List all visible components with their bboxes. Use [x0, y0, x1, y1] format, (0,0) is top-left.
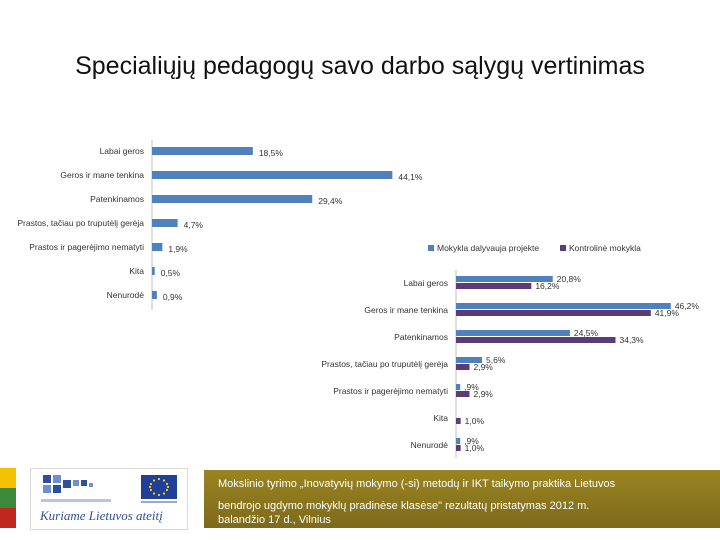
logo-slogan: Kuriame Lietuvos ateitį — [40, 508, 163, 523]
chart1-category-label: Prastos ir pagerėjimo nematyti — [29, 242, 144, 252]
chart1-bar — [152, 291, 157, 299]
chart2-data-label: 20,8% — [557, 274, 582, 284]
chart2-bar — [456, 445, 461, 451]
chart2-category-label: Kita — [433, 413, 448, 423]
chart2-data-label: 1,0% — [465, 443, 485, 453]
eu-logo-box — [30, 468, 188, 530]
footer-line-2: bendrojo ugdymo mokyklų pradinėse klasės… — [218, 500, 590, 512]
chart1-bar — [152, 147, 253, 155]
chart2-data-label: 41,9% — [655, 308, 680, 318]
chart2-data-label: 46,2% — [675, 301, 700, 311]
chart2-bar — [456, 438, 461, 444]
chart2-data-label: 5,6% — [486, 355, 506, 365]
chart1-data-label: 18,5% — [259, 148, 284, 158]
chart1-category-label: Patenkinamos — [90, 194, 144, 204]
chart1-category-label: Geros ir mane tenkina — [60, 170, 144, 180]
chart2-category-label: Prastos, tačiau po truputėlį gerėja — [321, 359, 448, 369]
chart2-category-label: Patenkinamos — [394, 332, 448, 342]
chart2-data-label: 2,9% — [473, 362, 493, 372]
chart2-category-label: Prastos ir pagerėjimo nematyti — [333, 386, 448, 396]
chart2-bar — [456, 418, 461, 424]
chart2-data-label: ,9% — [464, 382, 479, 392]
chart1-data-label: 29,4% — [318, 196, 343, 206]
chart1-category-label: Prastos, tačiau po truputėlį gerėja — [17, 218, 144, 228]
flag-stripe-red — [0, 508, 16, 528]
chart2-category-label: Nenurodė — [411, 440, 449, 450]
chart1-data-label: 0,5% — [161, 268, 181, 278]
footer-band — [204, 470, 720, 528]
chart2-bar — [456, 391, 470, 397]
chart2-category-label: Geros ir mane tenkina — [364, 305, 448, 315]
chart1-bar — [152, 243, 163, 251]
chart1-bar — [152, 171, 393, 179]
chart2-bar — [456, 330, 570, 336]
chart2-bar — [456, 276, 553, 282]
chart1-bar — [152, 267, 155, 275]
flag-stripe-green — [0, 488, 16, 508]
chart1-data-label: 44,1% — [398, 172, 423, 182]
chart1-data-label: 1,9% — [168, 244, 188, 254]
chart2-bar — [456, 337, 616, 343]
chart1-category-label: Labai geros — [100, 146, 144, 156]
chart2-data-label: 2,9% — [473, 389, 493, 399]
footer-line-1: Mokslinio tyrimo „Inovatyvių mokymo (-si… — [218, 478, 616, 490]
chart1-bar — [152, 195, 313, 203]
chart2-data-label: 34,3% — [619, 335, 644, 345]
eu-logos-icon — [41, 475, 177, 503]
chart2-data-label: 24,5% — [574, 328, 599, 338]
chart2-data-label: 1,0% — [465, 416, 485, 426]
chart1-category-label: Kita — [129, 266, 144, 276]
chart2-legend-swatch — [428, 245, 434, 251]
flag-stripe-yellow — [0, 468, 16, 488]
chart1-data-label: 0,9% — [163, 292, 183, 302]
chart2-data-label: 16,2% — [535, 281, 560, 291]
chart2-bar — [456, 364, 470, 370]
chart1-bar — [152, 219, 178, 227]
chart2-legend-swatch — [560, 245, 566, 251]
chart2-legend-label: Kontrolinė mokykla — [569, 243, 641, 253]
footer-line-3: balandžio 17 d., Vilnius — [218, 514, 331, 526]
chart2-legend-label: Mokykla dalyvauja projekte — [437, 243, 539, 253]
chart2-bar — [456, 283, 532, 289]
chart2-data-label: ,9% — [464, 436, 479, 446]
chart2-category-label: Labai geros — [404, 278, 448, 288]
footer-project-info: Mokslinio tyrimo „Inovatyvių mokymo (-si… — [204, 470, 720, 528]
chart1-data-label: 4,7% — [184, 220, 204, 230]
chart2-bar — [456, 310, 651, 316]
slide-title: Specialiųjų pedagogų savo darbo sąlygų v… — [75, 52, 645, 80]
chart2-bar — [456, 384, 461, 390]
chart2-bar — [456, 357, 483, 363]
chart1-category-label: Nenurodė — [107, 290, 145, 300]
chart2-bar — [456, 303, 671, 309]
